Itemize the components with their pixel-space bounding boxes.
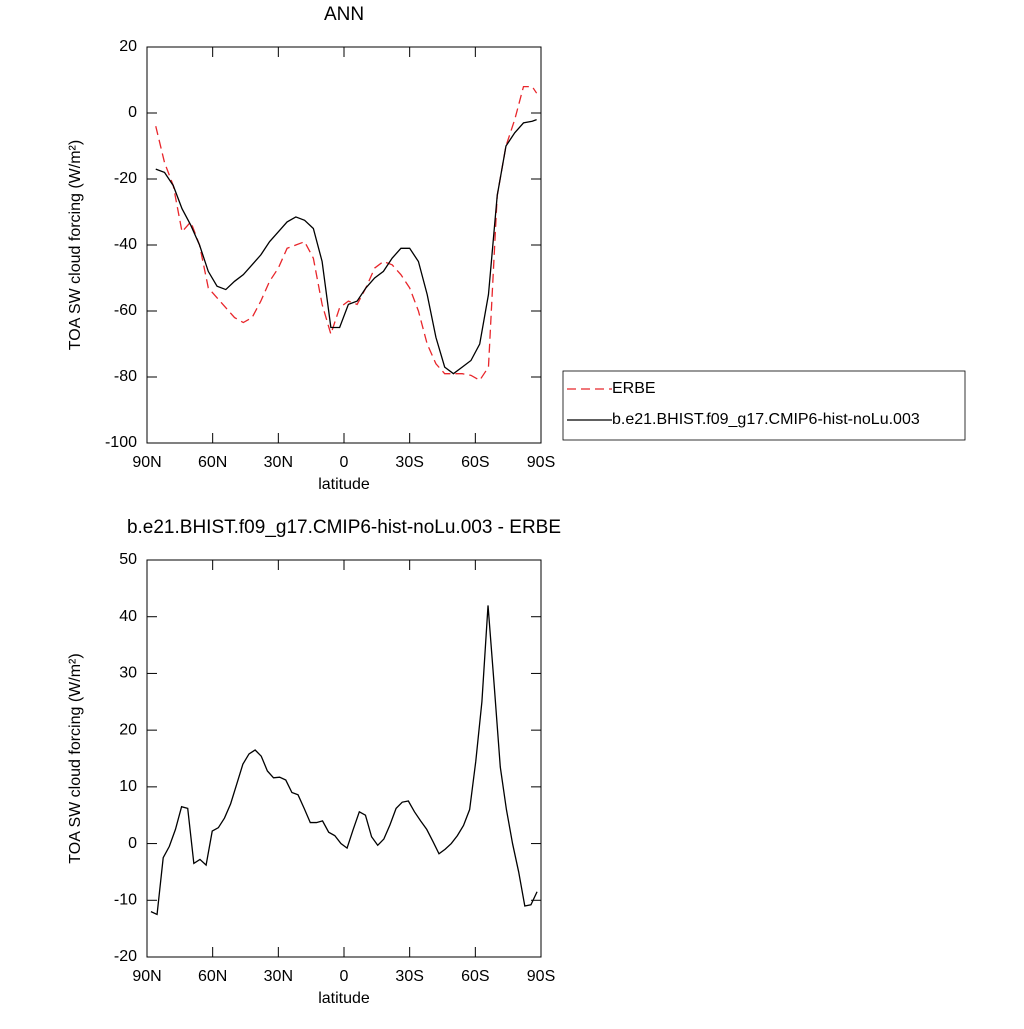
y-tick-label: 40 (119, 608, 137, 625)
x-tick-label: 90S (527, 968, 555, 985)
x-tick-label: 60S (461, 454, 489, 471)
plot-frame (146, 559, 542, 958)
y-tick-label: 20 (119, 38, 137, 55)
y-tick-label: -20 (114, 170, 137, 187)
plot-frame (146, 46, 542, 444)
y-tick-label: -100 (105, 434, 137, 451)
x-tick-label: 60N (198, 968, 227, 985)
x-axis-label: latitude (318, 990, 370, 1007)
x-tick-label: 30S (395, 968, 423, 985)
y-axis-label: TOA SW cloud forcing (W/m²) (67, 140, 84, 350)
chart-title: b.e21.BHIST.f09_g17.CMIP6-hist-noLu.003 … (127, 517, 561, 538)
x-tick-label: 90S (527, 454, 555, 471)
x-tick-label: 90N (132, 968, 161, 985)
x-tick-label: 90N (132, 454, 161, 471)
x-tick-label: 0 (340, 968, 349, 985)
y-tick-label: 30 (119, 665, 137, 682)
x-tick-label: 60N (198, 454, 227, 471)
x-tick-label: 30S (395, 454, 423, 471)
y-tick-label: 20 (119, 721, 137, 738)
y-tick-label: 10 (119, 778, 137, 795)
data-line (155, 85, 538, 382)
x-tick-label: 30N (264, 454, 293, 471)
y-axis-label: TOA SW cloud forcing (W/m²) (67, 653, 84, 863)
legend-box (562, 370, 966, 441)
x-tick-label: 60S (461, 968, 489, 985)
y-tick-label: 0 (128, 835, 137, 852)
y-tick-label: 50 (119, 551, 137, 568)
x-tick-label: 30N (264, 968, 293, 985)
x-tick-label: 0 (340, 454, 349, 471)
legend-label: b.e21.BHIST.f09_g17.CMIP6-hist-noLu.003 (612, 411, 920, 428)
y-tick-label: -20 (114, 948, 137, 965)
y-tick-label: -80 (114, 368, 137, 385)
y-tick-label: 0 (128, 104, 137, 121)
chart-title: ANN (324, 4, 364, 25)
y-tick-label: -60 (114, 302, 137, 319)
y-tick-label: -40 (114, 236, 137, 253)
data-line (150, 605, 538, 916)
legend-label: ERBE (612, 380, 656, 397)
x-axis-label: latitude (318, 476, 370, 493)
data-line (155, 118, 537, 375)
y-tick-label: -10 (114, 892, 137, 909)
